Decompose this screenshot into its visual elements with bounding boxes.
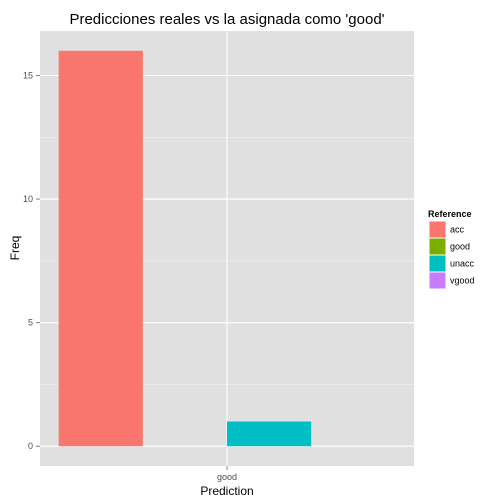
chart-title: Predicciones reales vs la asignada como … — [69, 11, 384, 28]
legend-swatch-acc — [429, 221, 446, 238]
legend-swatch-unacc — [429, 255, 446, 272]
x-axis-title: Prediction — [200, 484, 253, 498]
y-tick-label: 15 — [23, 70, 33, 80]
legend: Reference acc good unacc vgood — [428, 209, 475, 290]
y-axis-title: Freq — [8, 236, 22, 261]
axis-ticks: 0 5 10 15 good — [23, 70, 237, 482]
y-tick-label: 5 — [28, 318, 33, 328]
legend-swatch-vgood — [429, 272, 446, 289]
bar-acc — [58, 50, 143, 447]
legend-label-good: good — [450, 242, 470, 252]
legend-label-vgood: vgood — [450, 276, 475, 286]
x-tick-label: good — [217, 472, 237, 482]
legend-title: Reference — [428, 209, 472, 219]
y-tick-label: 10 — [23, 194, 33, 204]
legend-label-acc: acc — [450, 225, 465, 235]
legend-swatch-good — [429, 238, 446, 255]
y-tick-label: 0 — [28, 441, 33, 451]
bar-unacc — [227, 421, 312, 447]
bars — [58, 50, 312, 447]
legend-label-unacc: unacc — [450, 259, 475, 269]
